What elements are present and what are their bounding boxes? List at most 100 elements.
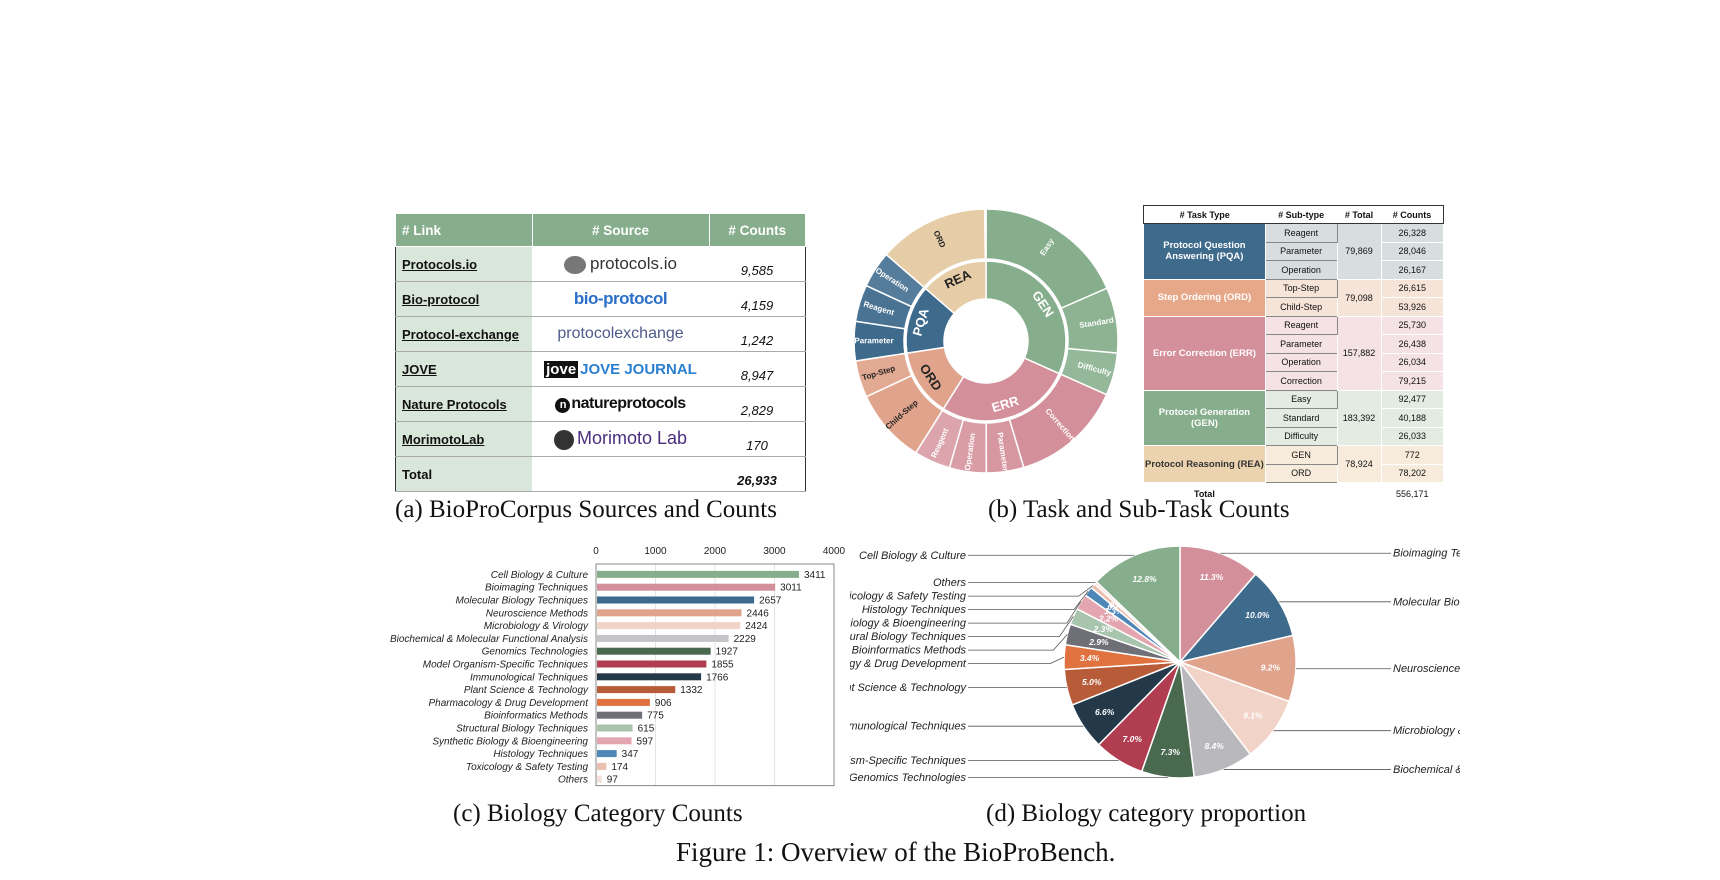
pie-slice (1179, 545, 1257, 665)
pie-percent-label: 0.7% (1107, 602, 1127, 612)
subtype-cell: Difficulty (1264, 426, 1338, 446)
subtype-count-cell: 40,188 (1380, 408, 1445, 428)
pie-category-label: Cell Biology & Culture (859, 550, 966, 562)
table-row: Protocol-exchange protocolexchange 1,242 (395, 316, 806, 352)
caption-c: (c) Biology Category Counts (453, 800, 743, 827)
category-label: Toxicology & Safety Testing (466, 762, 589, 773)
task-type-cell: Protocol Generation (GEN) (1143, 389, 1266, 446)
pie-percent-label: 6.6% (1095, 707, 1115, 717)
subtype-cell: Operation (1264, 260, 1338, 280)
source-link[interactable]: Nature Protocols (395, 386, 532, 422)
subtype-count-cell: 26,167 (1380, 260, 1445, 280)
source-link[interactable]: Protocol-exchange (395, 316, 532, 352)
pie-leader-line (968, 585, 1093, 597)
task-total-label: Total (1143, 482, 1266, 506)
category-label: Biochemical & Molecular Functional Analy… (390, 634, 588, 645)
header-counts: # Counts (708, 213, 806, 247)
task-total-cell: 79,869 (1336, 223, 1382, 280)
caption-a: (a) BioProCorpus Sources and Counts (395, 496, 777, 523)
pie-category-label: Model Organism-Specific Techniques (850, 755, 966, 767)
bar (597, 711, 643, 719)
category-label: Molecular Biology Techniques (456, 596, 589, 607)
caption-d: (d) Biology category proportion (986, 800, 1307, 827)
pie-category-label: Histology Techniques (862, 604, 967, 616)
task-total-cell: 78,924 (1336, 445, 1382, 483)
category-label: Bioimaging Techniques (485, 583, 588, 594)
task-type-cell: Protocol Question Answering (PQA) (1143, 223, 1266, 280)
bar (597, 622, 741, 630)
pie-percent-label: 2.9% (1088, 637, 1109, 647)
subtype-cell: Parameter (1264, 241, 1338, 261)
task-table-row: Child-Step 53,926 (1144, 297, 1445, 317)
bar-value-label: 2657 (759, 596, 782, 607)
pie-leader-line (968, 656, 1065, 665)
pie-percent-label: 12.8% (1133, 574, 1158, 584)
pie-leader-line (968, 591, 1089, 611)
bar-value-label: 1927 (716, 647, 739, 658)
sunburst-inner-segment (985, 260, 1067, 375)
pie-leader-line (968, 634, 1068, 651)
bar-value-label: 3411 (804, 570, 826, 581)
table-row: Protocols.io protocols.io 9,585 (395, 246, 806, 282)
subtype-cell: Standard (1264, 408, 1338, 428)
jove-logo-box: jove (544, 360, 579, 378)
task-total-cell: 183,392 (1336, 389, 1382, 446)
total-count: 26,933 (709, 456, 806, 492)
pie-category-label: Toxicology & Safety Testing (850, 591, 967, 603)
category-pie-chart: 11.3% 10.0% 9.2% 9.1% 8.4% 7.3% 7.0% 6.6% 5.0% 3.… (850, 545, 1460, 784)
pie-category-label: Biochemical & Molecular Functional Analy… (1393, 764, 1460, 776)
pie-percent-label: 11.3% (1200, 572, 1224, 582)
bar-value-label: 906 (655, 698, 672, 709)
source-logo-text: protocolexchange (557, 325, 684, 342)
task-table-row: Parameter 28,046 (1144, 241, 1445, 261)
table-row: JOVE jove JOVE JOURNAL 8,947 (395, 351, 806, 387)
source-link[interactable]: MorimotoLab (395, 421, 532, 457)
source-logo-text: bio-protocol (573, 289, 668, 308)
subtype-cell: Reagent (1264, 223, 1338, 243)
total-label: Total (395, 456, 532, 492)
category-label: Immunological Techniques (470, 672, 588, 683)
task-total-cell: 157,882 (1336, 315, 1382, 391)
task-table-row: Protocol Generation (GEN) Easy 183,392 92,4… (1143, 389, 1445, 446)
bar (597, 750, 617, 758)
source-logo-text: JOVE JOURNAL (580, 360, 697, 378)
bar (597, 737, 632, 745)
task-table-row: Protocol Reasoning (REA) GEN 78,924 772 (1143, 445, 1445, 483)
x-tick-label: 3000 (763, 546, 786, 557)
subtype-count-cell: 78,202 (1380, 463, 1445, 483)
plot-frame (595, 563, 835, 787)
source-count: 8,947 (709, 351, 806, 387)
source-count: 2,829 (709, 386, 806, 422)
bar (597, 609, 742, 617)
source-logo-text: protocols.io (590, 253, 677, 273)
subtype-cell: ORD (1264, 463, 1338, 483)
subtype-count-cell: 26,033 (1380, 426, 1445, 446)
subtype-count-cell: 92,477 (1380, 389, 1445, 409)
pie-category-label: Bioinformatics Methods (852, 645, 967, 657)
header-source: # Source (531, 213, 710, 247)
source-count: 1,242 (709, 316, 806, 352)
raccoon-logo-icon (564, 256, 587, 275)
source-logo: n natureprotocols (532, 386, 709, 422)
task-table-header-cell: # Sub-type (1265, 205, 1337, 224)
source-link[interactable]: JOVE (395, 351, 532, 387)
subtype-count-cell: 53,926 (1380, 297, 1445, 317)
source-link[interactable]: Protocols.io (395, 246, 532, 282)
subtype-count-cell: 26,328 (1380, 223, 1445, 243)
task-table-row: Standard 40,188 (1144, 408, 1445, 428)
task-table-row: Parameter 26,438 (1144, 334, 1445, 354)
bar (597, 634, 729, 642)
category-label: Genomics Technologies (482, 647, 588, 658)
bar (597, 762, 607, 770)
subtype-cell: Correction (1264, 371, 1338, 391)
pie-percent-label: 2.2% (1098, 614, 1119, 624)
category-label: Pharmacology & Drug Development (428, 698, 589, 709)
bar-value-label: 775 (647, 711, 664, 722)
pie-category-label: Immunological Techniques (850, 721, 966, 733)
source-logo: protocols.io (532, 246, 709, 282)
task-table-header-cell: # Task Type (1143, 205, 1266, 224)
source-link[interactable]: Bio-protocol (395, 281, 532, 317)
x-tick-label: 1000 (644, 546, 667, 557)
bar (597, 570, 799, 578)
category-label: Cell Biology & Culture (491, 570, 589, 581)
